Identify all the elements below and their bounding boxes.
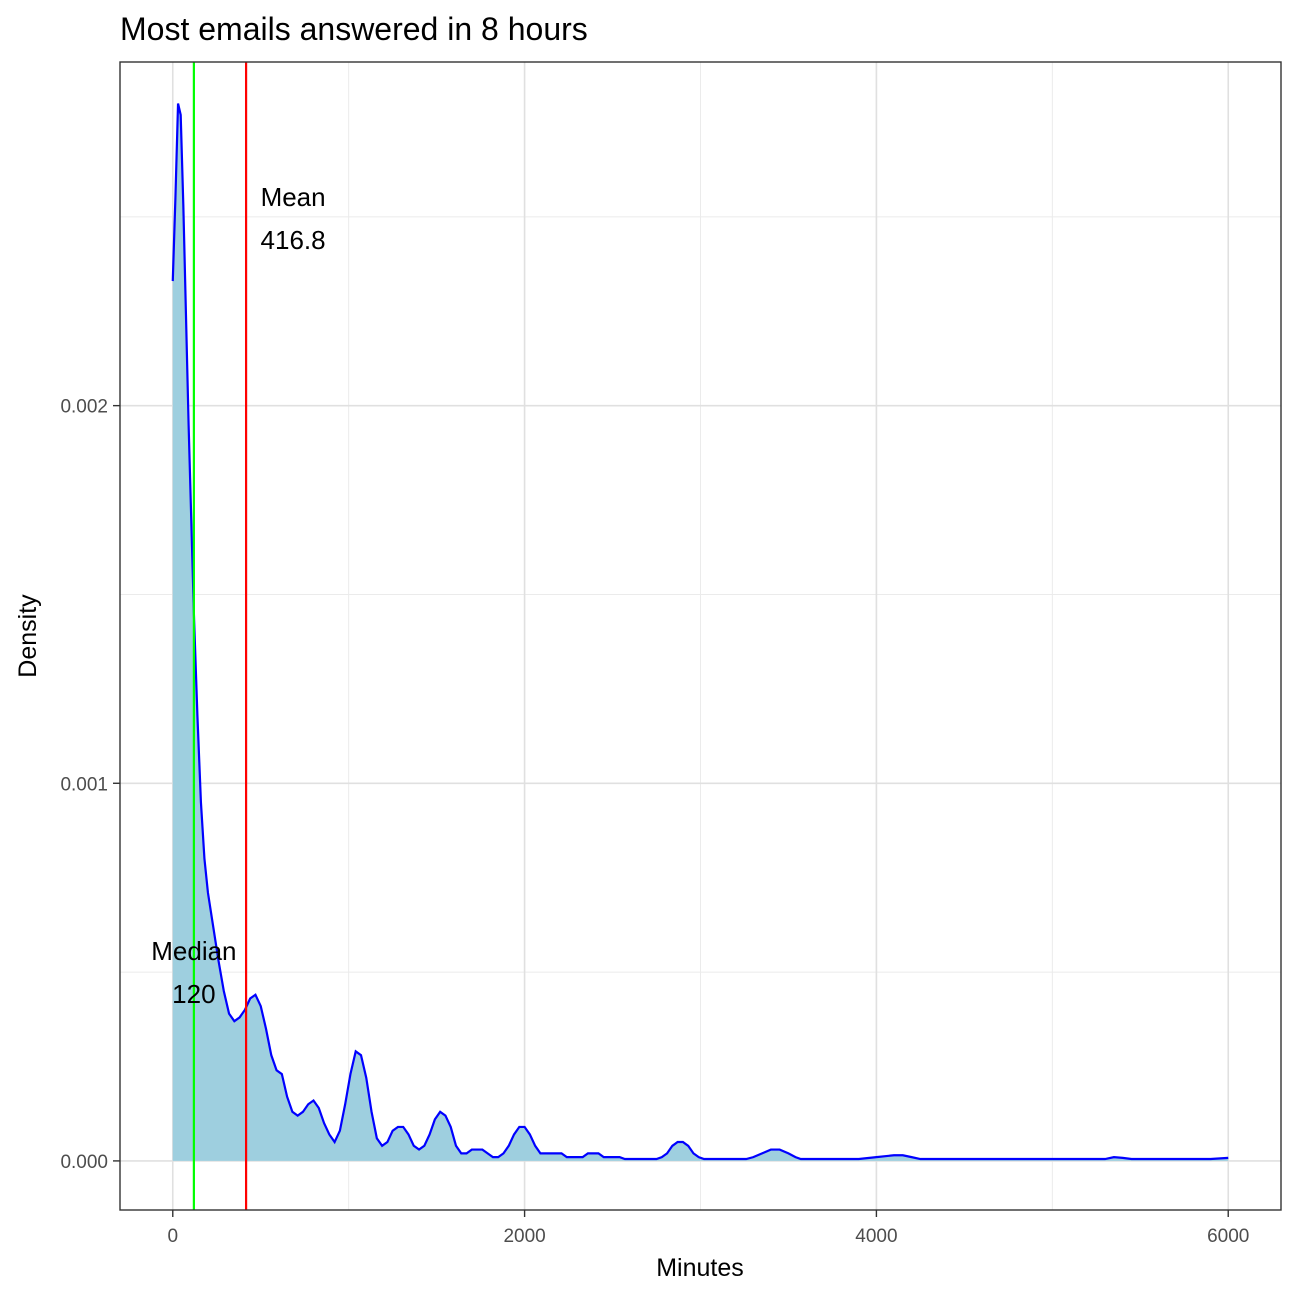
reference-lines [192,62,248,1210]
density-curve-line [171,103,1229,1161]
x-tick-label: 2000 [503,1226,545,1247]
mean-annotation-label: Mean [261,182,326,212]
y-tick-label: 0.002 [60,397,108,418]
x-axis-ticks: 0 2000 4000 6000 [167,1210,1249,1247]
median-annotation-value: 120 [172,979,215,1009]
y-tick-label: 0.001 [60,774,108,795]
reference-annotations: Median 120 Mean 416.8 [151,182,325,1009]
y-axis-label: Density [14,594,42,678]
x-tick-label: 4000 [855,1226,897,1247]
y-axis-ticks: 0.000 0.001 0.002 [60,397,120,1173]
x-axis-label: Minutes [656,1254,744,1282]
x-tick-label: 0 [167,1226,178,1247]
median-annotation-label: Median [151,936,236,966]
x-tick-label: 6000 [1207,1226,1249,1247]
chart-title: Most emails answered in 8 hours [120,11,588,47]
plot-panel-border [119,61,1282,1211]
mean-annotation-value: 416.8 [261,225,326,255]
y-tick-label: 0.000 [60,1152,108,1173]
minor-gridlines [120,62,1281,1210]
